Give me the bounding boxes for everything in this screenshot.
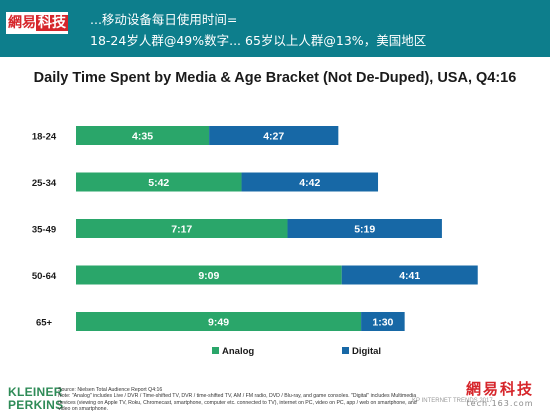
chart-title: Daily Time Spent by Media & Age Bracket …	[33, 70, 517, 86]
bar-value-label: 4:42	[299, 177, 320, 189]
analog-bar	[76, 312, 362, 331]
header-line-2: 18-24岁人群@49%数字... 65岁以上人群@13%，美国地区	[90, 33, 427, 48]
watermark-cn: 網易科技	[465, 380, 534, 398]
bar-value-label: 4:41	[399, 270, 420, 282]
source-note: Source: Nielsen Total Audience Report Q4…	[58, 387, 423, 412]
watermark: 網易科技 tech.163.com	[454, 378, 546, 408]
digital-bar	[287, 219, 442, 238]
digital-legend-swatch	[342, 347, 349, 354]
category-label: 65+	[36, 318, 53, 329]
logo-line-2: PERKINS	[8, 398, 64, 412]
legend-label: Digital	[352, 346, 381, 357]
analog-legend-swatch	[212, 347, 219, 354]
category-label: 35-49	[32, 225, 56, 236]
header-banner: 網易 科技 ...移动设备每日使用时间= 18-24岁人群@49%数字... 65…	[0, 0, 550, 57]
analog-bar	[76, 126, 210, 145]
bar-value-label: 4:27	[263, 131, 284, 143]
logo-text-part2: 科技	[36, 15, 68, 31]
credit-text: KP INTERNET TRENDS 2017	[412, 398, 493, 404]
bar-value-label: 4:35	[132, 131, 153, 143]
source-line: Source: Nielsen Total Audience Report Q4…	[58, 387, 163, 393]
bar-value-label: 9:49	[208, 317, 229, 329]
netease-tech-logo: 網易 科技	[6, 12, 68, 34]
bar-value-label: 1:30	[372, 317, 393, 329]
digital-bar	[241, 172, 379, 192]
kleiner-perkins-logo: KLEINER PERKINS	[8, 386, 63, 412]
definition-note: Note: "Analog" includes Live / DVR / Tim…	[58, 393, 417, 412]
watermark-url: tech.163.com	[466, 399, 534, 408]
digital-bar	[361, 312, 405, 331]
digital-bar	[209, 126, 339, 145]
bar-value-label: 9:09	[198, 270, 219, 282]
bar-value-label: 5:19	[354, 224, 375, 236]
logo-text-part1: 網易	[8, 15, 36, 31]
header-line-1: ...移动设备每日使用时间=	[90, 12, 238, 27]
analog-bar	[76, 265, 342, 285]
bar-value-label: 7:17	[171, 224, 192, 236]
logo-line-1: KLEINER	[8, 385, 63, 399]
legend-label: Analog	[222, 346, 254, 357]
category-label: 18-24	[32, 132, 57, 143]
category-label: 25-34	[32, 178, 57, 189]
analog-bar	[76, 219, 288, 238]
category-label: 50-64	[32, 271, 57, 282]
digital-bar	[341, 265, 478, 285]
analog-bar	[76, 172, 242, 192]
bar-value-label: 5:42	[148, 177, 169, 189]
